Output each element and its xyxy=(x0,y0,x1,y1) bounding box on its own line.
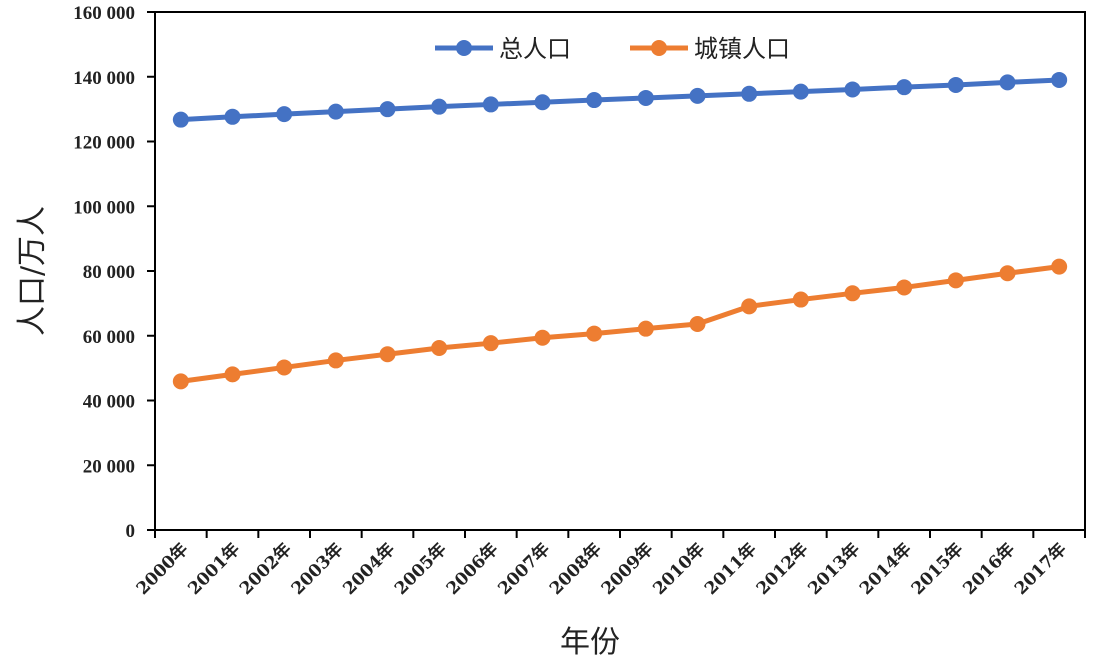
data-point xyxy=(689,316,706,333)
y-tick-label: 140 000 xyxy=(73,68,135,89)
data-point xyxy=(999,265,1016,282)
data-point xyxy=(327,352,344,369)
y-tick-label: 120 000 xyxy=(73,133,135,154)
plot-area xyxy=(154,11,1086,531)
data-point xyxy=(689,87,706,104)
series-line xyxy=(180,264,1060,384)
y-tick-label: 100 000 xyxy=(73,197,135,218)
x-axis: 2000年2001年2002年2003年2004年2005年2006年2007年… xyxy=(132,530,1086,599)
data-point xyxy=(379,101,396,118)
data-point xyxy=(224,108,241,125)
legend: 总人口 城镇人口 xyxy=(435,35,790,63)
x-axis-title: 年份 xyxy=(560,625,620,660)
data-point xyxy=(896,279,913,296)
y-tick-label: 0 xyxy=(126,521,136,542)
x-tick-label: 2009年 xyxy=(597,539,657,599)
y-axis: 0 20 000 40 000 60 000 80 000 100 000 120 000 1… xyxy=(73,3,155,542)
data-point xyxy=(637,320,654,337)
data-point xyxy=(379,346,396,363)
data-point xyxy=(431,340,448,357)
data-point xyxy=(792,291,809,308)
x-tick-label: 2005年 xyxy=(390,539,450,599)
data-point xyxy=(844,81,861,98)
data-point xyxy=(482,96,499,113)
data-point xyxy=(172,111,189,128)
data-point xyxy=(276,106,293,123)
x-tick-label: 2015年 xyxy=(907,539,967,599)
x-tick-label: 2008年 xyxy=(545,539,605,599)
x-tick-label: 2014年 xyxy=(855,539,915,599)
legend-item: 总人口 xyxy=(435,35,571,63)
x-tick-label: 2007年 xyxy=(494,539,554,599)
data-point xyxy=(1051,71,1068,88)
y-axis-title: 人口/万人 xyxy=(15,206,50,336)
legend-item: 城镇人口 xyxy=(630,35,790,63)
series-layer xyxy=(172,71,1068,390)
x-tick-label: 2016年 xyxy=(959,539,1019,599)
legend-label: 总人口 xyxy=(499,35,571,63)
data-point xyxy=(172,373,189,390)
x-tick-label: 2001年 xyxy=(184,539,244,599)
y-tick-label: 80 000 xyxy=(83,262,135,283)
data-point xyxy=(637,89,654,106)
x-tick-label: 2003年 xyxy=(287,539,347,599)
y-tick-label: 40 000 xyxy=(83,392,135,413)
x-tick-label: 2000年 xyxy=(132,539,192,599)
data-point xyxy=(586,92,603,109)
data-point xyxy=(896,79,913,96)
legend-marker xyxy=(456,40,472,56)
data-point xyxy=(1051,258,1068,275)
legend-marker xyxy=(651,40,667,56)
x-tick-label: 2010年 xyxy=(649,539,709,599)
data-point xyxy=(431,98,448,115)
data-point xyxy=(534,329,551,346)
series-total-population xyxy=(172,71,1068,128)
data-point xyxy=(327,103,344,120)
x-tick-label: 2013年 xyxy=(804,539,864,599)
data-point xyxy=(482,335,499,352)
x-tick-label: 2011年 xyxy=(700,539,760,599)
x-tick-label: 2004年 xyxy=(339,539,399,599)
legend-label: 城镇人口 xyxy=(694,35,790,63)
data-point xyxy=(534,94,551,111)
data-point xyxy=(276,359,293,376)
y-tick-label: 60 000 xyxy=(83,327,135,348)
x-tick-label: 2002年 xyxy=(235,539,295,599)
data-point xyxy=(947,272,964,289)
data-point xyxy=(844,285,861,302)
data-point xyxy=(792,83,809,100)
series-line xyxy=(180,77,1060,123)
y-tick-label: 160 000 xyxy=(73,3,135,24)
x-tick-label: 2006年 xyxy=(442,539,502,599)
data-point xyxy=(999,74,1016,91)
data-point xyxy=(741,85,758,102)
y-tick-label: 20 000 xyxy=(83,456,135,477)
x-tick-label: 2012年 xyxy=(752,539,812,599)
x-tick-label: 2017年 xyxy=(1010,539,1070,599)
data-point xyxy=(947,76,964,93)
data-point xyxy=(224,366,241,383)
data-point xyxy=(586,325,603,342)
series-urban-population xyxy=(172,258,1068,390)
data-point xyxy=(741,298,758,315)
